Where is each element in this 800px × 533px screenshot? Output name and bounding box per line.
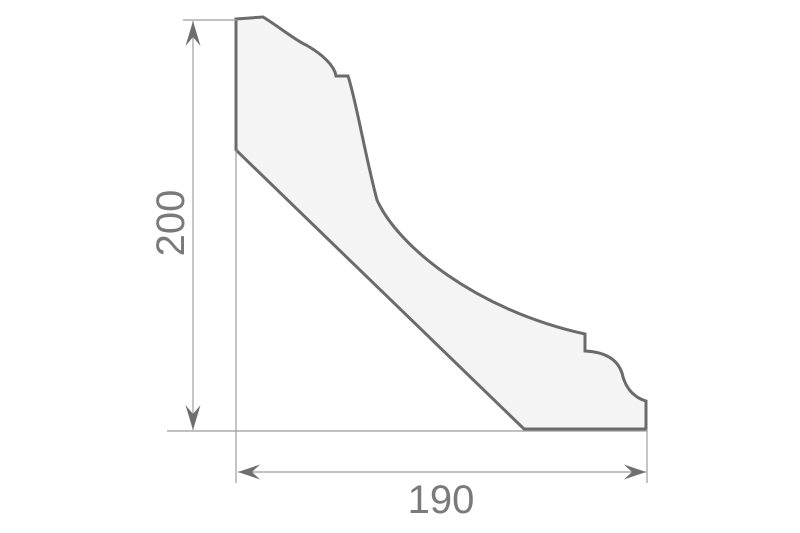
arrow-up-icon	[185, 21, 201, 46]
vertical-dimension: 200	[149, 19, 647, 432]
molding-profile-shape	[234, 15, 648, 431]
height-dimension-label: 200	[149, 190, 193, 257]
arrow-right-icon	[624, 464, 646, 480]
width-dimension-label: 190	[408, 478, 475, 522]
arrow-left-icon	[238, 464, 260, 480]
arrow-down-icon	[185, 405, 201, 430]
horizontal-dimension: 190	[235, 150, 648, 522]
